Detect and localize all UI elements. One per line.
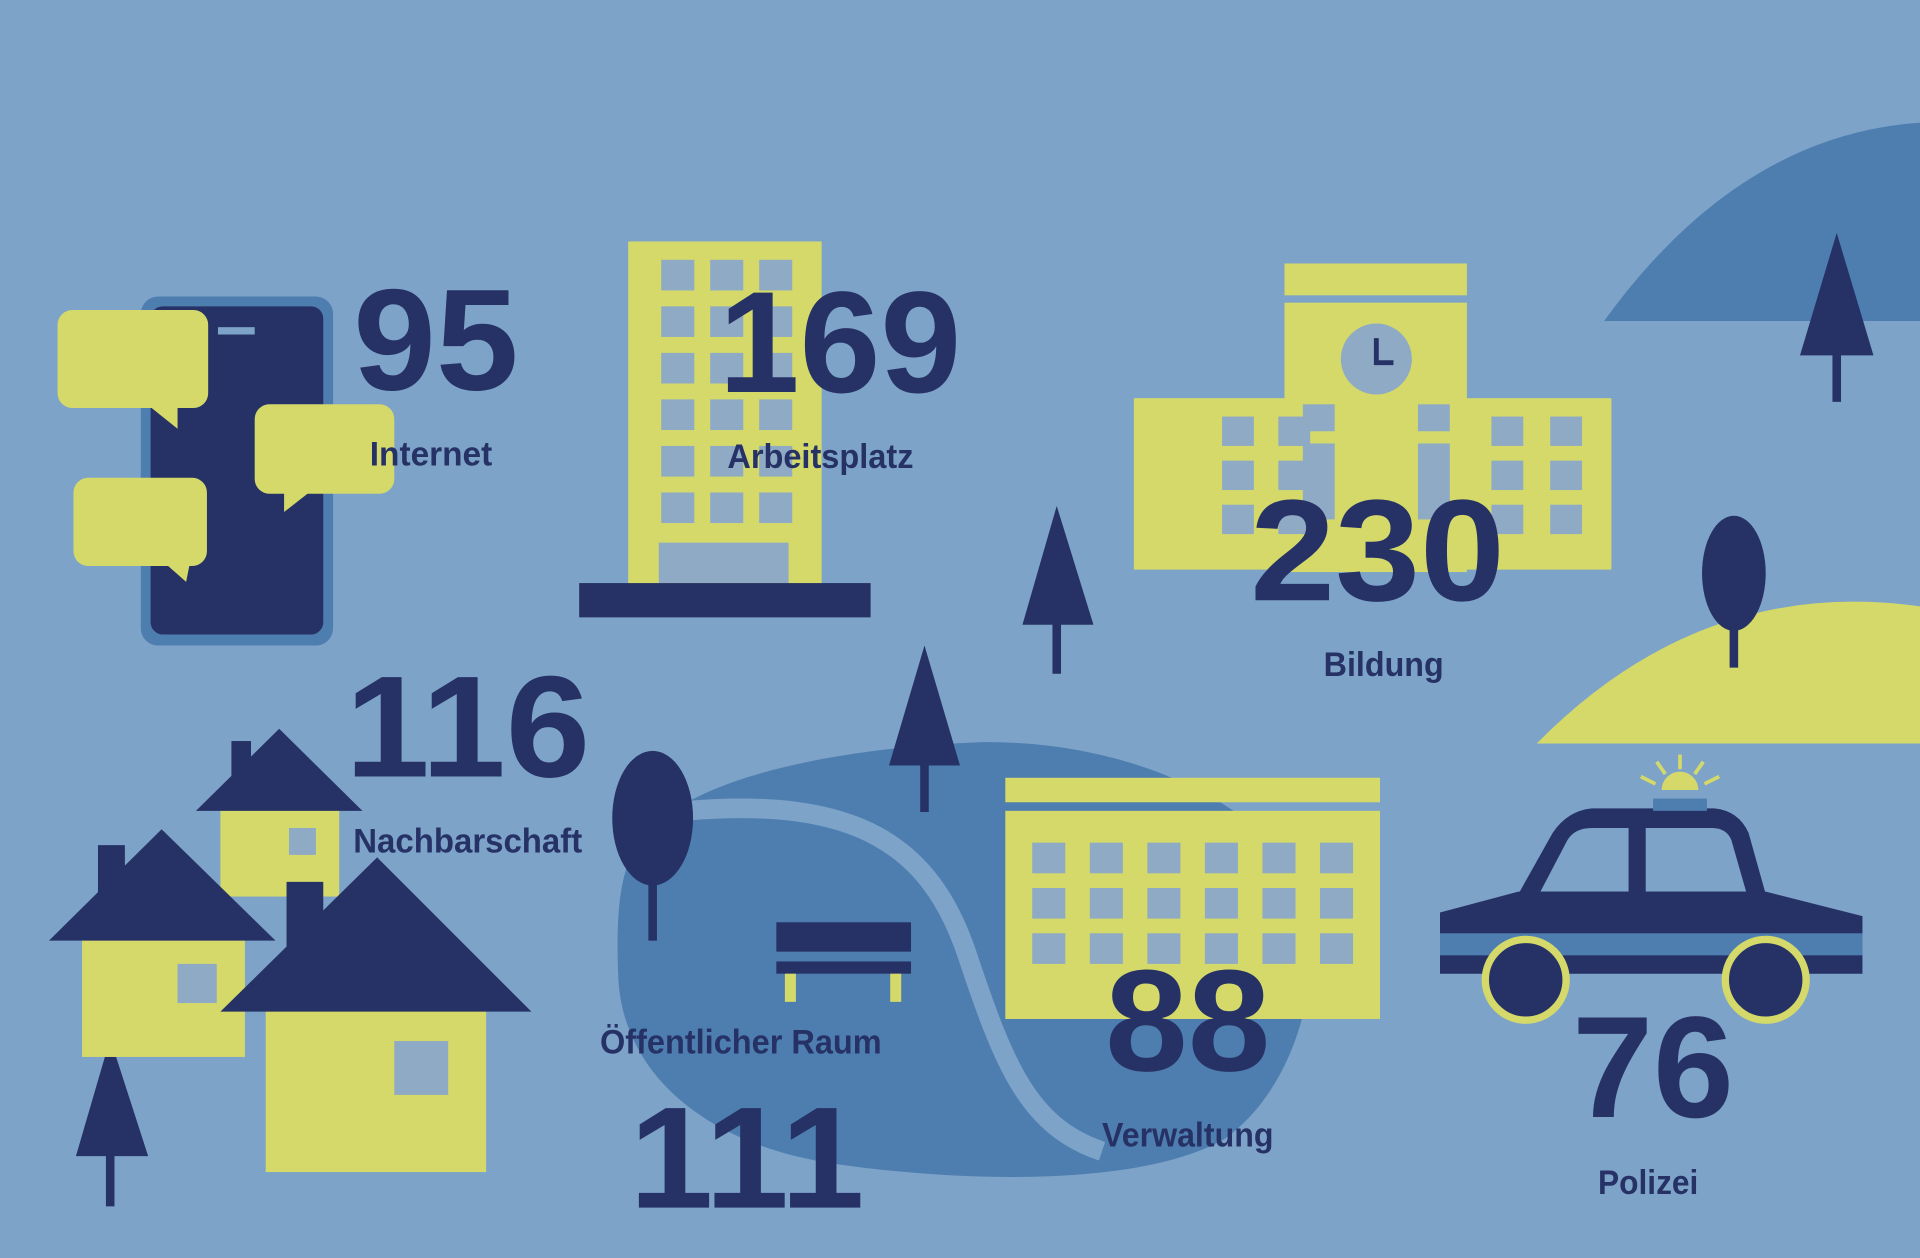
window	[1147, 933, 1181, 964]
window	[1032, 933, 1066, 964]
window	[1302, 404, 1335, 432]
window	[759, 445, 793, 477]
window	[759, 259, 793, 291]
window	[1417, 404, 1450, 432]
window	[1320, 887, 1354, 919]
window	[1262, 933, 1296, 964]
smartphone-chat-icon	[57, 296, 395, 646]
tree-icon	[888, 645, 960, 813]
window	[1550, 504, 1583, 535]
window	[1147, 842, 1181, 874]
school-building-icon	[1133, 263, 1612, 573]
window	[661, 445, 695, 477]
tree-icon	[612, 750, 694, 941]
window	[759, 492, 793, 524]
window	[1222, 460, 1254, 491]
office-tower-icon	[579, 241, 871, 618]
nachbarschaft-value: 116	[345, 646, 590, 808]
window	[1204, 887, 1238, 919]
administration-building-icon	[1005, 777, 1380, 1019]
window	[1320, 842, 1354, 874]
window	[710, 352, 744, 384]
window	[661, 306, 695, 337]
window	[1302, 443, 1335, 520]
window	[1147, 887, 1181, 919]
internet-label: Internet	[370, 436, 492, 474]
window	[1032, 887, 1066, 919]
oeffentlicher-raum-label: Öffentlicher Raum	[600, 1022, 882, 1061]
window	[710, 445, 744, 477]
window	[661, 259, 695, 291]
park-bench-icon	[776, 922, 912, 1002]
verwaltung-label: Verwaltung	[1102, 1116, 1273, 1154]
tree-icon	[75, 1038, 149, 1207]
tree-icon	[1702, 515, 1766, 668]
window	[1262, 887, 1296, 919]
bildung-label: Bildung	[1324, 646, 1444, 684]
window	[1262, 842, 1296, 874]
nachbarschaft-label: Nachbarschaft	[353, 822, 582, 860]
window	[1491, 504, 1524, 535]
window	[710, 259, 744, 291]
houses-icon	[48, 728, 532, 1173]
window	[1550, 460, 1583, 491]
window	[1204, 842, 1238, 874]
window	[1204, 933, 1238, 964]
window	[1550, 416, 1583, 446]
window	[1320, 933, 1354, 964]
window	[1222, 416, 1254, 446]
verwaltung-value: 88	[1105, 939, 1270, 1101]
window	[1089, 842, 1123, 874]
window	[661, 399, 695, 431]
police-car-icon	[1440, 754, 1863, 1024]
window	[1032, 842, 1066, 874]
window	[661, 352, 695, 384]
window	[661, 492, 695, 524]
window	[1417, 443, 1450, 520]
polizei-value: 76	[1572, 986, 1734, 1148]
window	[759, 399, 793, 431]
bildung-value: 230	[1250, 469, 1505, 631]
window	[710, 399, 744, 431]
oeffentlicher-raum-value: 111	[629, 1077, 864, 1239]
window	[1491, 460, 1524, 491]
window	[710, 306, 744, 337]
arbeitsplatz-label: Arbeitsplatz	[727, 438, 913, 476]
arbeitsplatz-value: 169	[719, 261, 961, 423]
window	[710, 492, 744, 524]
yellow-hill	[1536, 601, 1920, 744]
window	[759, 306, 793, 337]
window	[1089, 887, 1123, 919]
tree-icon	[1800, 232, 1874, 402]
tree-icon	[1022, 505, 1094, 674]
window	[1491, 416, 1524, 446]
polizei-label: Polizei	[1598, 1164, 1698, 1202]
window	[1089, 933, 1123, 964]
window	[759, 352, 793, 384]
park-path	[684, 798, 1106, 1161]
internet-value: 95	[353, 259, 518, 421]
window	[1222, 504, 1254, 535]
